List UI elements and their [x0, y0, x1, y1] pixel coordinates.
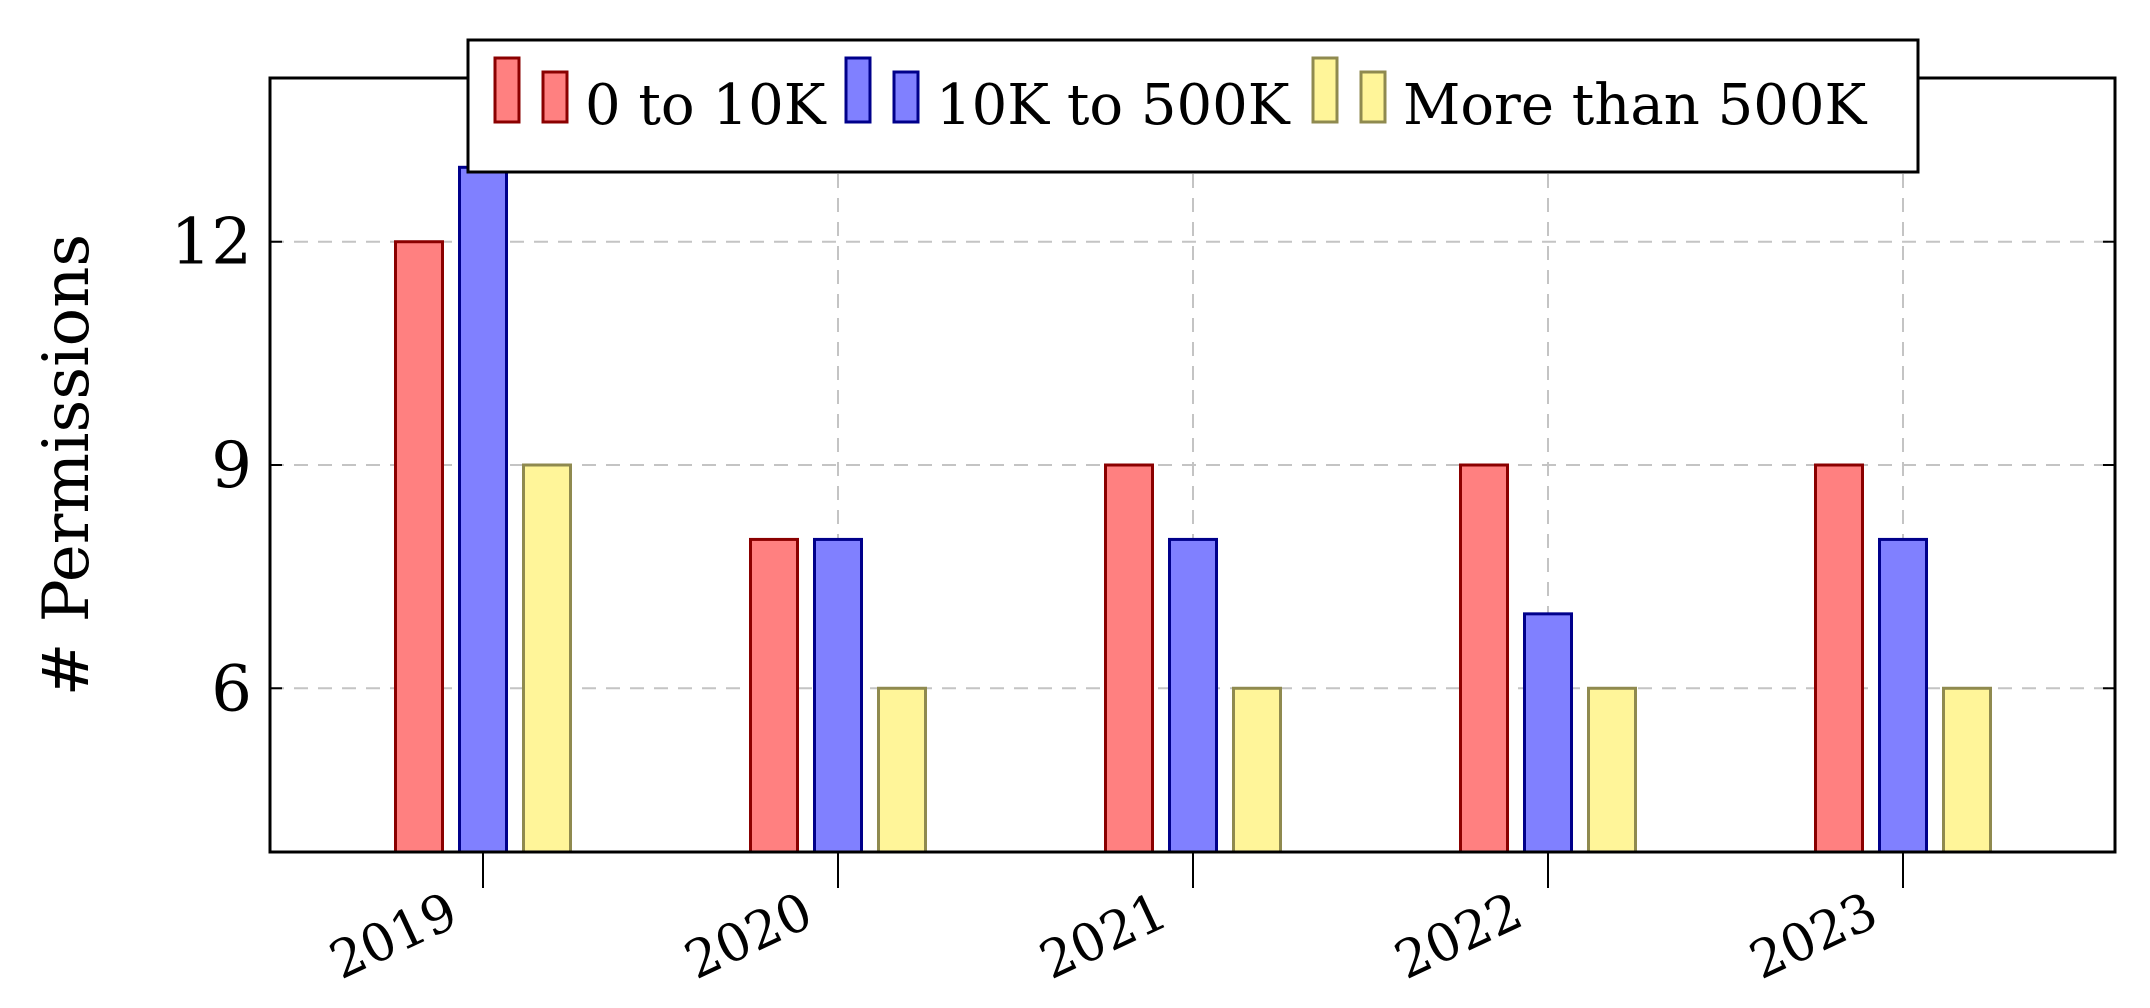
bar-10k-to-500k-2022	[1523, 612, 1573, 854]
y-tick-label: 6	[211, 652, 252, 726]
legend-swatch-b	[1359, 70, 1387, 124]
bar-10k-to-500k-2020	[813, 537, 863, 854]
bar-more-than-500k-2019	[522, 463, 572, 854]
bar-0-to-10k-2019	[394, 240, 444, 854]
bar-0-to-10k-2023	[1814, 463, 1864, 854]
bars	[394, 165, 1992, 854]
x-tick-label: 2020	[676, 881, 821, 991]
y-tick-label: 12	[171, 206, 252, 280]
legend-swatch-b	[541, 70, 569, 124]
legend-swatch-a	[844, 56, 872, 124]
legend-swatch-a	[1311, 56, 1339, 124]
bar-0-to-10k-2022	[1459, 463, 1509, 854]
bar-more-than-500k-2022	[1587, 686, 1637, 854]
bar-0-to-10k-2020	[749, 537, 799, 854]
y-axis-label: # Permissions	[30, 234, 104, 697]
x-tick-label: 2021	[1031, 881, 1176, 991]
legend-label: 10K to 500K	[936, 73, 1291, 138]
bar-more-than-500k-2021	[1232, 686, 1282, 854]
legend-label: 0 to 10K	[585, 73, 827, 138]
x-tick-label: 2023	[1741, 881, 1886, 991]
bar-0-to-10k-2021	[1104, 463, 1154, 854]
x-tick-label: 2022	[1386, 881, 1531, 991]
legend: 0 to 10K 10K to 500K More than 500K	[466, 38, 1920, 174]
bar-10k-to-500k-2021	[1168, 537, 1218, 854]
legend-swatch-a	[493, 56, 521, 124]
legend-box	[466, 38, 1920, 174]
bar-10k-to-500k-2023	[1878, 537, 1928, 854]
bar-more-than-500k-2020	[877, 686, 927, 854]
y-tick-label: 9	[211, 429, 252, 503]
bar-10k-to-500k-2019	[458, 165, 508, 854]
bar-more-than-500k-2023	[1942, 686, 1992, 854]
legend-swatch-b	[892, 70, 920, 124]
x-tick-label: 2019	[321, 881, 466, 991]
legend-label: More than 500K	[1403, 73, 1867, 138]
